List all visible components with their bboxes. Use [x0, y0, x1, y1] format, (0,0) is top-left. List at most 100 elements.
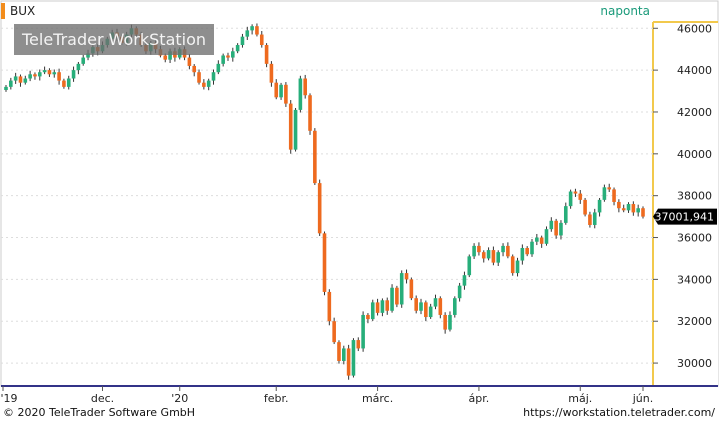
candle: [472, 243, 476, 259]
candle: [520, 244, 525, 265]
candle: [457, 282, 462, 302]
candle: [563, 202, 568, 225]
copyright-text: © 2020 TeleTrader Software GmbH: [3, 406, 196, 419]
candle: [414, 295, 418, 314]
candle: [235, 43, 240, 54]
candle: [37, 69, 42, 81]
candle: [259, 30, 264, 48]
candle: [226, 52, 230, 61]
y-tick-label: 40000: [677, 148, 712, 161]
candle: [279, 82, 283, 100]
candle: [621, 204, 626, 213]
candle: [491, 246, 496, 266]
candle: [544, 226, 549, 246]
candle: [452, 296, 457, 318]
y-axis-ticks: 46000 44000 42000 40000 38000 36000 34000 32000…: [653, 22, 712, 370]
candle: [588, 211, 592, 228]
x-tick-label: ápr.: [469, 392, 490, 405]
candle: [18, 74, 23, 87]
y-tick-label: 46000: [677, 22, 712, 35]
candle: [525, 246, 529, 257]
candle: [264, 43, 269, 68]
candle: [52, 69, 57, 78]
candle: [23, 75, 28, 85]
candle: [626, 202, 631, 213]
candle: [47, 68, 52, 77]
candle: [481, 250, 486, 263]
candle: [33, 72, 37, 80]
candle: [187, 54, 192, 70]
candle: [539, 235, 544, 248]
x-axis-ticks: '19 dec. '20 febr. márc. ápr. máj. jún.: [0, 386, 653, 405]
period-label: naponta: [600, 4, 650, 18]
candle: [298, 75, 303, 113]
candle: [375, 298, 380, 316]
candle: [419, 298, 423, 315]
candle: [568, 189, 573, 209]
source-url: https://workstation.teletrader.com/: [523, 406, 715, 419]
candle: [197, 69, 201, 85]
candle: [554, 218, 558, 239]
candle: [433, 294, 438, 310]
x-tick-label: '19: [0, 392, 17, 405]
candle: [322, 231, 327, 296]
candle: [535, 233, 539, 246]
candle: [424, 300, 428, 322]
candle: [293, 108, 298, 152]
candle: [9, 77, 13, 90]
candle: [617, 199, 621, 213]
candle: [313, 128, 317, 186]
candle: [351, 338, 356, 378]
candle: [71, 66, 76, 82]
candle: [366, 313, 370, 324]
candle: [13, 72, 18, 84]
candle: [57, 68, 61, 85]
candle: [202, 79, 206, 90]
candle: [66, 75, 71, 90]
candle: [592, 208, 597, 229]
candle: [76, 61, 81, 75]
candle: [395, 285, 399, 308]
candle: [462, 271, 467, 290]
candle: [409, 277, 414, 301]
candle: [641, 206, 645, 219]
candle: [597, 197, 602, 217]
candle: [583, 197, 587, 217]
candle: [250, 24, 254, 35]
candle: [506, 242, 510, 259]
y-tick-label: 42000: [677, 106, 712, 119]
candle: [607, 183, 612, 193]
candle: [4, 84, 8, 92]
candle: [327, 289, 332, 326]
candle: [448, 311, 452, 332]
candle: [515, 257, 520, 277]
candle: [549, 217, 554, 232]
candle: [501, 243, 505, 257]
y-tick-label: 30000: [677, 357, 712, 370]
candle: [399, 270, 404, 308]
candle: [163, 53, 168, 63]
x-tick-label: máj.: [568, 392, 592, 405]
candle: [573, 188, 578, 197]
candle: [62, 78, 66, 89]
candle: [216, 60, 221, 75]
plot-frame: [0, 0, 719, 387]
candle: [206, 78, 211, 91]
watermark-logo: TeleTrader WorkStation: [14, 24, 214, 55]
candle: [255, 23, 259, 37]
candle: [443, 312, 447, 334]
x-tick-label: '20: [171, 392, 188, 405]
candle: [602, 184, 607, 202]
candle: [578, 190, 583, 204]
candle: [342, 345, 346, 365]
x-tick-label: febr.: [264, 392, 289, 405]
candle: [192, 64, 197, 77]
candle: [385, 297, 390, 315]
candle: [438, 296, 443, 319]
candle: [303, 74, 307, 99]
symbol-label: BUX: [10, 4, 35, 18]
candle: [317, 179, 322, 236]
price-axis-panel: [653, 22, 718, 386]
